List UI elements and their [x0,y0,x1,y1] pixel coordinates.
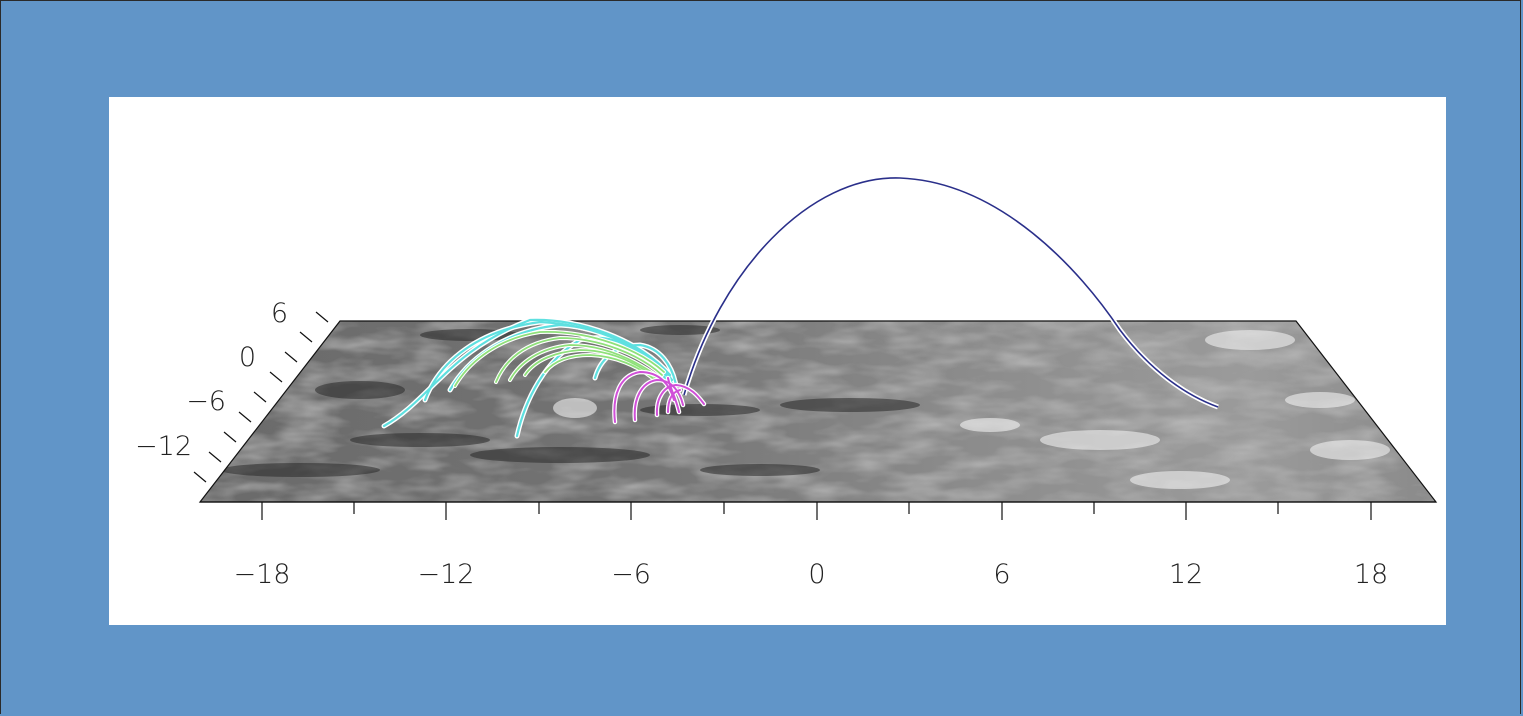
y-tick-label: −6 [186,386,226,417]
y-tick-labels: 6 0 −6 −12 [135,298,288,462]
x-tick-label: −18 [234,559,291,590]
y-axis [193,311,329,483]
x-axis [200,501,1436,520]
y-tick-label: −12 [135,431,192,462]
x-tick-labels: −18 −12 −6 0 6 12 18 [234,559,1389,590]
x-tick-label: 18 [1354,559,1388,590]
magnetogram-plane [198,320,1438,503]
x-tick-label: −6 [611,559,651,590]
x-tick-label: 0 [808,559,825,590]
x-tick-label: 6 [993,559,1010,590]
magenta-field-lines [612,369,707,425]
large-field-loop [681,175,1219,410]
x-tick-label: 12 [1169,559,1203,590]
y-tick-label: 6 [271,298,288,329]
y-tick-label: 0 [239,342,256,373]
green-field-lines [453,329,666,388]
x-tick-label: −12 [418,559,475,590]
